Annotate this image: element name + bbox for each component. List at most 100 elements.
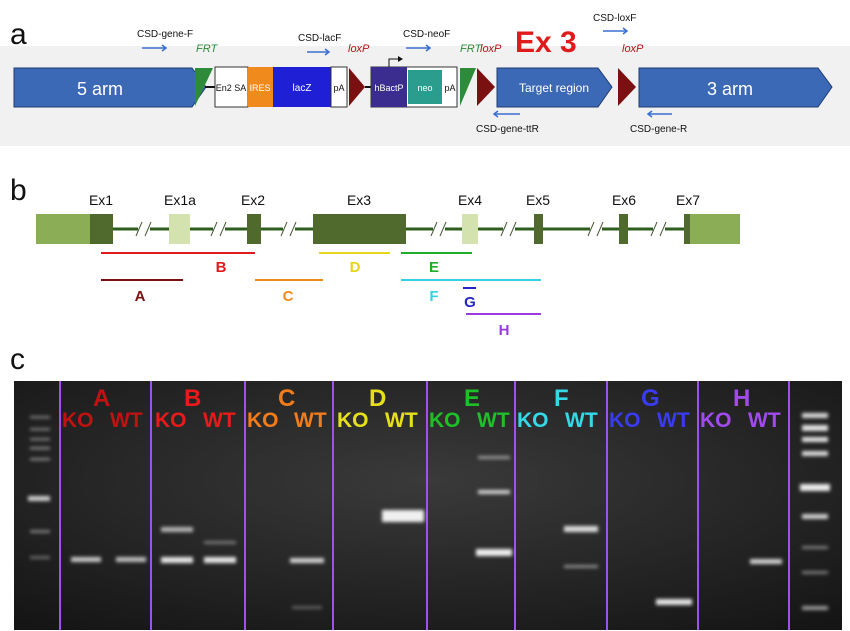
exon-5 xyxy=(534,214,543,244)
lane-h-wt: WT xyxy=(748,409,781,432)
amplicon-label-f: F xyxy=(429,288,438,305)
lane-b-wt: WT xyxy=(203,409,236,432)
hbactp-label: hBactP xyxy=(374,83,403,93)
three-arm-label: 3 arm xyxy=(707,79,753,99)
frt-label-2: FRT xyxy=(460,43,482,55)
band-e-wt-lower xyxy=(476,549,512,556)
intron-breaks xyxy=(135,221,667,237)
exon-6 xyxy=(619,214,628,244)
lane-f-title: F xyxy=(554,385,569,412)
amplicon-label-h: H xyxy=(499,322,510,339)
band-b-ko-lower xyxy=(161,557,193,563)
primer-loxf-label: CSD-loxF xyxy=(593,13,636,24)
primer-loxf-arrow xyxy=(603,27,629,35)
exon-label-ex3: Ex3 xyxy=(347,192,371,208)
amplicon-label-e: E xyxy=(429,259,439,276)
primer-gene-f-arrow xyxy=(142,44,168,52)
lane-a-title: A xyxy=(93,385,111,412)
gel-lane-labels: A KO WT B KO WT C KO WT D KO WT E KO WT … xyxy=(14,381,842,441)
dna-ladder-right xyxy=(800,413,830,610)
lane-b-title: B xyxy=(184,385,202,412)
band-a-ko xyxy=(71,557,101,562)
lane-c-ko: KO xyxy=(247,409,279,432)
lane-c-title: C xyxy=(278,385,296,412)
frt-site-2 xyxy=(460,68,476,106)
band-g-wt xyxy=(656,599,692,605)
lane-f-wt: WT xyxy=(565,409,598,432)
panel-c-gel xyxy=(14,381,842,630)
target-region-label: Target region xyxy=(519,81,589,95)
lane-g-ko: KO xyxy=(609,409,641,432)
panel-a-letter: a xyxy=(10,18,27,51)
exon-label-ex2: Ex2 xyxy=(241,192,265,208)
lane-a-wt: WT xyxy=(110,409,143,432)
lane-d-ko: KO xyxy=(337,409,369,432)
amplicon-label-c: C xyxy=(283,288,294,305)
exon-label-ex5: Ex5 xyxy=(526,192,550,208)
band-e-wt-mid xyxy=(478,490,510,494)
amplicon-label-d: D xyxy=(350,259,361,276)
primer-lacf-arrow xyxy=(307,48,331,56)
lane-e-wt: WT xyxy=(477,409,510,432)
exon-1 xyxy=(90,214,113,244)
lane-h-title: H xyxy=(733,385,751,412)
lane-c-wt: WT xyxy=(294,409,327,432)
loxp-label-1: loxP xyxy=(348,43,370,55)
loxp-site-3 xyxy=(618,68,636,106)
dna-ladder-left xyxy=(28,416,50,559)
exon-label-ex4: Ex4 xyxy=(458,192,482,208)
primer-gene-ttr-label: CSD-gene-ttR xyxy=(476,124,539,135)
target-region-block xyxy=(496,67,613,108)
loxp-label-3: loxP xyxy=(622,43,644,55)
exon-2 xyxy=(247,214,261,244)
band-f-wt-upper xyxy=(564,526,598,532)
lane-f-ko: KO xyxy=(517,409,549,432)
band-f-wt-lower xyxy=(564,565,598,568)
lacz-block xyxy=(273,67,331,107)
primer-neof-label: CSD-neoF xyxy=(403,29,450,40)
neo-block xyxy=(408,70,442,104)
three-arm-block xyxy=(638,67,833,108)
five-arm-label: 5 arm xyxy=(77,79,123,99)
lane-e-title: E xyxy=(464,385,481,412)
exon-label-ex7: Ex7 xyxy=(676,192,700,208)
amplicon-label-a: A xyxy=(135,288,146,305)
band-a-wt xyxy=(116,557,146,562)
primer-gene-f-label: CSD-gene-F xyxy=(137,29,193,40)
lane-e-ko: KO xyxy=(429,409,461,432)
primer-gene-ttr-arrow xyxy=(492,110,520,118)
exon-3 xyxy=(313,214,406,244)
exon-4 xyxy=(462,214,478,244)
primer-gene-r-label: CSD-gene-R xyxy=(630,124,687,135)
pa-block-1 xyxy=(330,66,348,108)
en2sa-label: En2 SA xyxy=(216,83,247,93)
lacz-label: lacZ xyxy=(293,83,312,94)
frt-label-1: FRT xyxy=(196,43,218,55)
lane-dividers xyxy=(59,381,790,630)
lane-g-wt: WT xyxy=(657,409,690,432)
loxp-site-2 xyxy=(477,68,495,106)
primer-gene-r-arrow xyxy=(646,110,672,118)
band-b-ko-upper xyxy=(161,527,193,532)
ires-block xyxy=(248,67,273,107)
amplicon-label-g: G xyxy=(464,294,476,311)
panel-b-gene-map: Ex1 Ex1a Ex2 Ex3 Ex4 Ex5 Ex6 Ex7 B D E A… xyxy=(36,192,740,339)
panel-c-letter: c xyxy=(10,343,25,376)
band-e-wt-upper xyxy=(478,456,510,459)
frt-site-1 xyxy=(195,68,213,106)
primer-lacf-label: CSD-lacF xyxy=(298,33,341,44)
band-b-wt-lower xyxy=(204,557,236,563)
exon-1-utr xyxy=(36,214,92,244)
band-b-wt-upper xyxy=(204,541,236,544)
neo-label: neo xyxy=(417,83,432,93)
exon-7 xyxy=(684,214,691,244)
exon-label-ex1: Ex1 xyxy=(89,192,113,208)
amplicon-label-b: B xyxy=(216,259,227,276)
band-d-wt xyxy=(382,510,424,522)
lane-a-ko: KO xyxy=(62,409,94,432)
lane-b-ko: KO xyxy=(155,409,187,432)
pa-label-2: pA xyxy=(444,83,455,93)
exon-1a xyxy=(169,214,190,244)
pa-label-1: pA xyxy=(333,83,344,93)
band-h-wt xyxy=(750,559,782,564)
